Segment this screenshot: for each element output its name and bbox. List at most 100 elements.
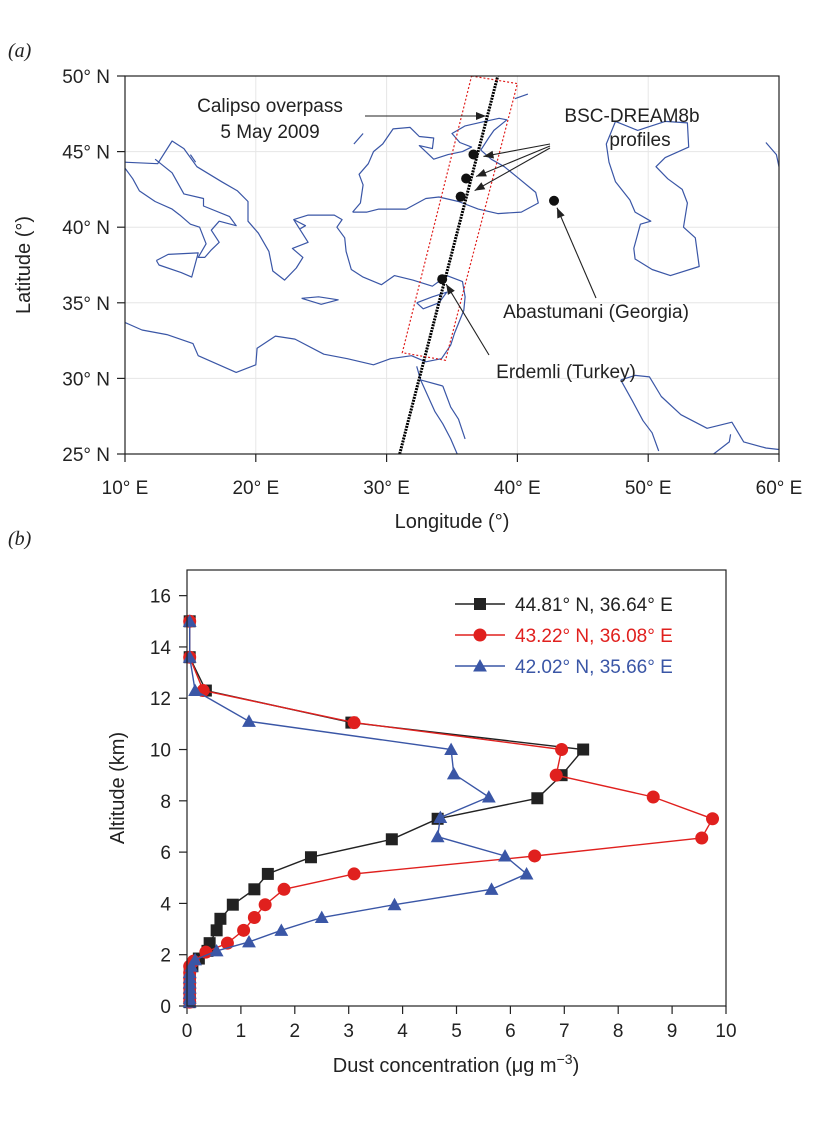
coastline-segment (189, 154, 197, 163)
series-3-point (182, 614, 197, 627)
series-1-point (248, 883, 261, 896)
erdemli-annotation: Erdemli (Turkey) (496, 362, 636, 383)
x-label-main: Dust concentration (μg m (333, 1055, 557, 1077)
series-2-point (528, 849, 542, 863)
profile-y-tick-label: 2 (160, 946, 171, 967)
map-x-tick-label: 30° E (363, 478, 410, 499)
map-chart: 10° E 20° E 30° E 40° E 50° E 60° E 25° N 30° N… (13, 67, 802, 533)
coastline-segment (301, 296, 339, 305)
series-2-point (646, 790, 660, 804)
series-3-point (430, 829, 445, 843)
map-frame (124, 75, 780, 455)
panel-a-label: (a) (8, 40, 32, 62)
coastline-segment (514, 93, 529, 100)
profile-x-tick-label: 2 (290, 1021, 301, 1042)
series-1-point (214, 912, 227, 925)
erdemli-arrow-head (446, 284, 455, 295)
map-y-axis-label: Latitude (°) (13, 216, 35, 314)
series-2-point (199, 945, 213, 959)
legend-marker (473, 659, 487, 672)
series-1-point (385, 833, 398, 846)
profile-x-tick-label: 6 (505, 1021, 516, 1042)
coastline-segment (713, 434, 732, 454)
series-3-point (188, 952, 202, 966)
profile-x-tick-label: 7 (559, 1021, 570, 1042)
profile-point (461, 173, 472, 184)
profile-y-tick-label: 0 (160, 997, 171, 1018)
overpass-box-outline (401, 76, 519, 361)
profile-y-tick-label: 10 (150, 741, 171, 762)
series-3-point (433, 810, 448, 824)
bsc-arrow (475, 145, 551, 178)
profile-y-axis-label: Altitude (km) (107, 732, 129, 844)
series-3-line (188, 621, 528, 1003)
legend-marker (473, 628, 487, 642)
series-2-point (258, 898, 272, 912)
station-point (437, 274, 448, 285)
profile-x-tick-label: 10 (715, 1021, 736, 1042)
calipso-annotation-line2: 5 May 2009 (220, 122, 319, 143)
bsc-arrow (474, 147, 551, 192)
series-1-point (577, 743, 590, 756)
map-y-tick-label: 40° N (62, 218, 110, 239)
map-ticks: 10° E 20° E 30° E 40° E 50° E 60° E 25° N 30° N… (62, 67, 802, 499)
abastumani-arrow (556, 207, 597, 299)
x-label-superscript: −3 (557, 1051, 573, 1067)
panel-b-label: (b) (8, 528, 32, 550)
map-arrows (365, 112, 597, 356)
series-3-point (182, 650, 197, 663)
coastline-segment (125, 140, 466, 373)
legend: 44.81° N, 36.64° E 43.22° N, 36.08° E 42.0… (455, 595, 673, 678)
coastline-segment (605, 120, 700, 277)
overpass-box (401, 76, 519, 361)
series-1-point (226, 898, 239, 911)
series-3-point (387, 897, 402, 911)
coastline-segment (293, 219, 307, 230)
coastline-segment (620, 379, 660, 452)
series-3-point (188, 683, 202, 697)
profile-y-tick-label: 16 (150, 587, 171, 608)
series-2-point (347, 867, 361, 881)
series-2-point (555, 743, 569, 757)
map-points (437, 149, 560, 285)
series-3-point (481, 790, 496, 803)
station-point (549, 195, 560, 206)
profile-y-tick-label: 12 (150, 689, 171, 710)
series-3-point (446, 766, 461, 780)
coastline-segment (420, 379, 458, 454)
map-y-tick-label: 45° N (62, 143, 110, 164)
series-2-point (277, 882, 291, 896)
calipso-arrow-head (476, 112, 486, 120)
series-3-point (209, 943, 224, 957)
profile-point (455, 191, 466, 202)
map-x-tick-label: 40° E (494, 478, 541, 499)
series-3-point (184, 959, 199, 972)
series-3-point (242, 714, 256, 727)
coastline-segment (125, 158, 237, 258)
profile-y-tick-label: 4 (160, 894, 171, 915)
bsc-arrow-head (476, 168, 487, 177)
legend-label: 44.81° N, 36.64° E (515, 595, 673, 616)
map-x-axis-label: Longitude (°) (395, 511, 510, 533)
profile-x-tick-label: 3 (343, 1021, 354, 1042)
profile-y-tick-label: 8 (160, 792, 171, 813)
series-2-point (549, 768, 563, 782)
map-y-tick-label: 35° N (62, 294, 110, 315)
map-x-tick-label: 50° E (625, 478, 672, 499)
series-1-point (531, 792, 544, 805)
profile-x-tick-label: 1 (236, 1021, 247, 1042)
legend-marker (474, 598, 486, 610)
profile-x-axis-label: Dust concentration (μg m−3) (333, 1051, 579, 1077)
map-y-tick-label: 30° N (62, 369, 110, 390)
map-y-tick-label: 50° N (62, 67, 110, 88)
profile-frame (186, 569, 727, 1007)
series-1-point (210, 924, 223, 937)
erdemli-arrow (445, 283, 490, 356)
calipso-track-line (398, 76, 500, 454)
legend-label: 43.22° N, 36.08° E (515, 626, 673, 647)
profile-point (468, 149, 479, 160)
series-2-line (188, 621, 714, 1003)
profile-x-tick-label: 8 (613, 1021, 624, 1042)
series-2-point (695, 831, 709, 845)
